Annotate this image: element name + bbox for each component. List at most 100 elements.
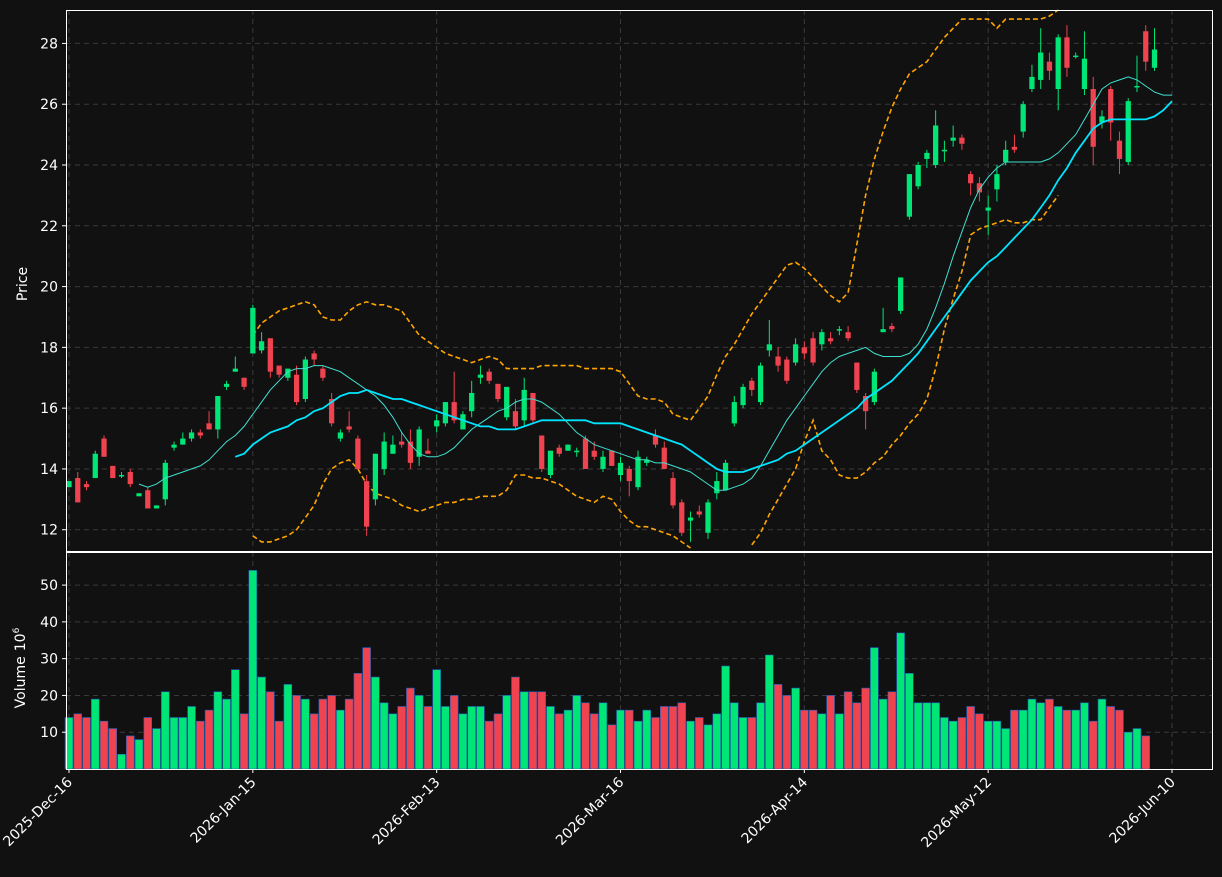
volume-bar (1010, 709, 1019, 770)
candle-down (1090, 89, 1096, 147)
volume-bar (108, 728, 118, 770)
candle-up (600, 456, 606, 469)
volume-bar (625, 709, 634, 770)
candle-up (1003, 149, 1009, 162)
candle-down (862, 395, 869, 412)
volume-bar (992, 720, 1002, 770)
volume-bar (835, 713, 844, 770)
candle-down (530, 392, 536, 421)
candle-up (92, 453, 98, 479)
candle-up (1029, 76, 1035, 90)
price-tick-label: 20 (40, 280, 58, 296)
price-panel-frame (66, 10, 1213, 552)
candle-up (250, 307, 256, 354)
volume-bar (1088, 720, 1098, 770)
volume-bar (414, 695, 424, 770)
candle-down (1011, 146, 1018, 150)
candle-up (469, 392, 475, 412)
volume-bar (765, 654, 774, 770)
candle-up (819, 332, 825, 345)
candle-down (75, 478, 81, 503)
candle-up (757, 365, 764, 403)
volume-bar (983, 720, 993, 770)
volume-bar (589, 713, 599, 770)
candle-down (582, 438, 589, 469)
candle-down (749, 380, 755, 390)
volume-bar (196, 720, 205, 770)
volume-bar (301, 698, 310, 770)
volume-bar (388, 713, 398, 770)
volume-bar (966, 706, 975, 770)
volume-bar (852, 702, 862, 770)
candle-up (136, 493, 142, 497)
candle-down (145, 490, 151, 509)
candle-up (215, 395, 221, 430)
candle-up (836, 329, 842, 331)
volume-bar (169, 717, 179, 770)
volume-bar (905, 673, 914, 770)
candle-up (223, 383, 230, 387)
volume-bar (922, 702, 932, 770)
volume-bar (458, 713, 468, 770)
candle-down (661, 447, 667, 469)
candle-up (1020, 104, 1026, 132)
volume-bar (756, 702, 765, 770)
volume-bar (581, 702, 590, 770)
candle-down (591, 450, 597, 457)
volume-tick-label: 40 (40, 615, 58, 631)
volume-bar (441, 706, 450, 770)
volume-bar (546, 706, 555, 770)
candle-down (652, 435, 659, 445)
volume-bar (204, 709, 214, 770)
candle-down (512, 411, 519, 427)
volume-bar (327, 695, 336, 770)
candle-up (285, 368, 291, 378)
volume-bar (423, 706, 433, 770)
volume-bar (1141, 735, 1150, 770)
upper_band-line (252, 9, 1059, 422)
candle-up (766, 344, 772, 351)
candle-up (740, 386, 746, 406)
volume-bar (1062, 709, 1072, 770)
candle-down (197, 432, 203, 436)
candle-up (915, 165, 921, 187)
volume-bar (738, 717, 748, 770)
candle-down (451, 402, 457, 421)
candle-down (320, 368, 326, 378)
volume-bar (948, 720, 958, 770)
candle-up (1134, 85, 1140, 88)
volume-bar (432, 669, 441, 770)
candle-down (1046, 61, 1053, 71)
volume-bar (686, 720, 695, 770)
volume-bar (747, 717, 757, 770)
volume-bar (616, 709, 625, 770)
candle-down (425, 450, 431, 454)
volume-bar (826, 695, 835, 770)
candle-down (959, 137, 965, 144)
price-tick-label: 24 (40, 158, 58, 174)
volume-bar (484, 720, 494, 770)
volume-bar (292, 695, 301, 770)
volume-bar (353, 673, 363, 770)
volume-bar (371, 676, 380, 770)
candle-down (293, 374, 300, 403)
price-tick-label: 14 (40, 462, 58, 478)
price-tick-label: 16 (40, 401, 58, 417)
candle-down (110, 465, 116, 479)
moving-averages (138, 76, 1173, 491)
volume-bar (660, 706, 669, 770)
candle-up (722, 462, 729, 491)
volume-bar (808, 709, 818, 770)
volume-bar (336, 709, 345, 770)
candle-up (933, 125, 939, 166)
volume-bar (931, 702, 940, 770)
volume-bar (940, 717, 949, 770)
candle-down (556, 447, 562, 454)
candle-down (1064, 37, 1070, 68)
candle-up (504, 386, 510, 418)
volume-bar (554, 713, 564, 770)
volume-bar (379, 702, 389, 770)
candle-down (276, 365, 282, 375)
volume-bar (178, 717, 188, 770)
candle-up (644, 459, 650, 463)
